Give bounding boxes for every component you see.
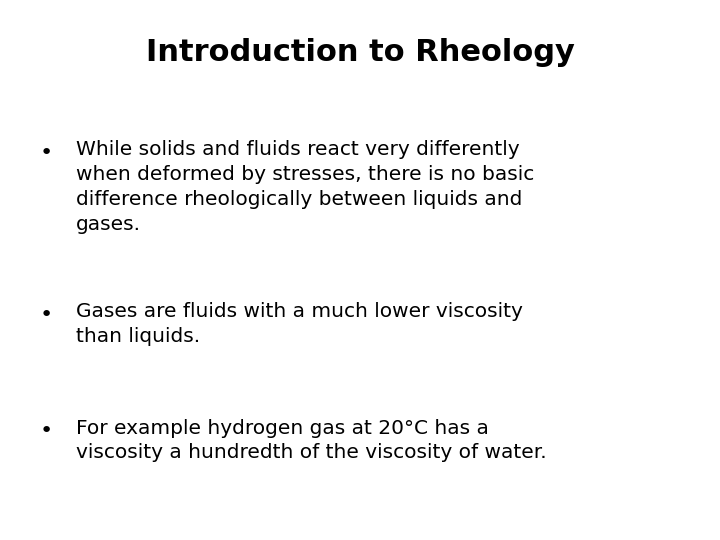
Text: For example hydrogen gas at 20°C has a
viscosity a hundredth of the viscosity of: For example hydrogen gas at 20°C has a v… [76, 418, 546, 462]
Text: •: • [40, 421, 53, 441]
Text: Gases are fluids with a much lower viscosity
than liquids.: Gases are fluids with a much lower visco… [76, 302, 523, 346]
Text: •: • [40, 305, 53, 325]
Text: •: • [40, 143, 53, 163]
Text: Introduction to Rheology: Introduction to Rheology [145, 38, 575, 67]
Text: While solids and fluids react very differently
when deformed by stresses, there : While solids and fluids react very diffe… [76, 140, 534, 234]
